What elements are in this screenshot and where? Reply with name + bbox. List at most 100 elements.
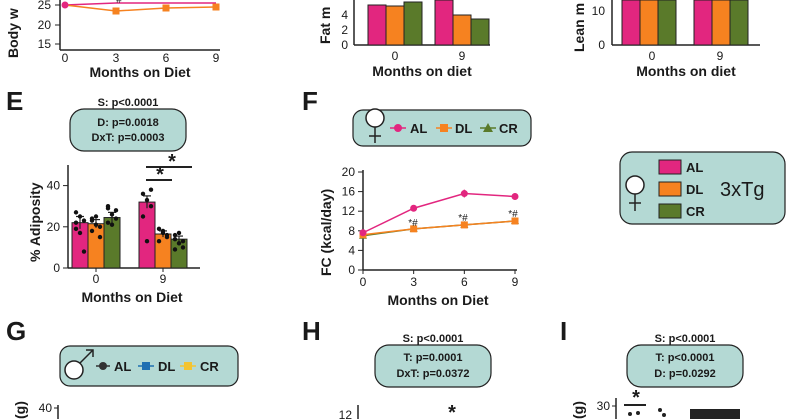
panel-f-ytick-label: 20: [342, 165, 356, 179]
panel-f-ylabel: FC (kcal/day): [318, 189, 334, 276]
panel-f-sig-mark: *#: [408, 218, 418, 229]
panel-i-stat: T: p<0.0001: [655, 352, 714, 364]
panel-f-ytick-label: 0: [348, 263, 355, 277]
panel-e-sig-mark: *: [156, 164, 164, 186]
panel-f-letter: F: [302, 86, 318, 116]
panel-e-xlabel: Months on Diet: [81, 289, 182, 305]
panel-i-letter: I: [560, 316, 567, 346]
legend-swatch-dl: [658, 181, 682, 197]
panel-b-bar: [470, 18, 490, 46]
panel-b-ytick-0: 0: [341, 38, 348, 52]
panel-b-bar: [367, 4, 387, 46]
panel-a-xtick: 0: [62, 51, 69, 65]
panel-f-ytick-label: 4: [348, 243, 355, 257]
panel-a-xlabel: Months on Diet: [89, 64, 190, 80]
panel-e-data-point: [172, 247, 178, 252]
panel-e-data-point: [144, 239, 150, 244]
panel-e-data-point: [93, 214, 99, 219]
panel-a-ylabel: Body w: [5, 8, 21, 58]
panel-e-data-point: [73, 220, 79, 225]
panel-e-sig-mark: *: [168, 151, 176, 173]
panel-c-bar: [729, 0, 749, 46]
panel-e-data-point: [172, 236, 178, 242]
genotype-label: 3xTg: [720, 179, 764, 201]
panel-b-xtick: 0: [392, 49, 399, 63]
panel-g: G AL DL CR (g) 40: [6, 316, 239, 419]
panel-f-point-al: [359, 229, 367, 237]
panel-c-xtick: 9: [717, 49, 724, 63]
panel-a-ytick-15: 15: [38, 37, 52, 51]
panel-f-point-dl: [511, 217, 519, 225]
panel-h-stat: S: p<0.0001: [403, 333, 464, 345]
panel-f-xtick-label: 6: [461, 275, 468, 289]
panel-e-data-point: [97, 224, 103, 229]
panel-f-point-al: [460, 190, 468, 198]
panel-a-xtick: 3: [113, 51, 120, 65]
panel-c-bar: [657, 0, 677, 46]
panel-c-xlabel: Months on diet: [636, 63, 736, 79]
panel-c-ytick-10: 10: [592, 4, 606, 18]
panel-e-data-point: [113, 216, 119, 221]
panel-c-bar: [621, 0, 641, 46]
panel-f-sig-mark: *#: [508, 209, 518, 220]
panel-b-ytick-4: 4: [341, 8, 348, 22]
panel-f-line-al: [362, 192, 516, 234]
panel-c-ytick-0: 0: [598, 38, 605, 52]
panel-e: E S: p<0.0001 D: p=0.0018 DxT: p=0.0003 …: [6, 86, 200, 305]
panel-i-stat: D: p=0.0292: [654, 368, 715, 380]
panel-i-stat: S: p<0.0001: [655, 333, 716, 345]
panel-a-xtick: 9: [213, 51, 220, 65]
panel-b-bar: [452, 14, 472, 46]
svg-text:CR: CR: [499, 121, 518, 136]
panel-a-line-dl: [64, 4, 217, 12]
panel-e-data-point: [97, 234, 103, 240]
panel-b-bar: [403, 1, 423, 46]
panel-i-ytick: 30: [597, 399, 611, 413]
panel-e-stat: DxT: p=0.0003: [91, 132, 164, 144]
panel-e-marks: [71, 187, 188, 269]
panel-e-data-point: [156, 239, 162, 244]
panel-i-stats-box: [626, 344, 744, 388]
panel-h-stats-box: [374, 344, 492, 388]
panel-a-sig-mark: *#: [112, 0, 122, 6]
legend-swatch-al: [658, 159, 682, 175]
panel-e-data-point: [77, 230, 83, 236]
panel-b-xlabel: Months on diet: [372, 63, 472, 79]
panel-e-data-point: [164, 232, 170, 238]
panel-e-data-point: [172, 232, 178, 238]
panel-e-ytick-label: 20: [47, 220, 61, 234]
panel-h-sig-mark: *: [448, 402, 456, 419]
svg-text:DL: DL: [158, 359, 175, 374]
panel-e-data-point: [89, 228, 95, 234]
panel-e-data-point: [105, 220, 111, 225]
panel-e-data-point: [148, 187, 154, 192]
panel-f-marks: [359, 189, 519, 239]
panel-i-partial-dots: [628, 408, 740, 419]
panel-e-data-point: [105, 204, 111, 209]
panel-f-xlabel: Months on Diet: [387, 292, 488, 308]
panel-e-data-point: [81, 249, 87, 254]
panel-e-data-point: [89, 218, 95, 223]
panel-f-ytick-label: 16: [342, 185, 356, 199]
panel-b-xtick: 9: [459, 49, 466, 63]
legend-label-al: AL: [686, 160, 703, 175]
panel-f-xtick-label: 0: [360, 275, 367, 289]
panel-f-line-dl: [362, 220, 516, 236]
panel-f-xtick-label: 3: [410, 275, 417, 289]
panel-e-ylabel: % Adiposity: [27, 182, 43, 262]
panel-h-stat: DxT: p=0.0372: [396, 368, 469, 380]
panel-a-xtick: 6: [163, 51, 170, 65]
panel-e-ytick-label: 0: [53, 261, 60, 275]
panel-e-letter: E: [6, 86, 23, 116]
panel-f: F AL DL CR FC (kcal/day) 0 4 8 12 16 20 0 3 6 9 *…: [302, 86, 532, 308]
panel-i-sig-mark: *: [632, 387, 640, 409]
panel-a-partial: Body w 25 20 15 *# 0 3 6 9 Months on Die…: [5, 0, 220, 80]
male-symbol-icon: [64, 349, 94, 380]
panel-e-stat: S: p<0.0001: [98, 97, 159, 109]
legend-item-al: AL: [390, 121, 427, 136]
legend-label-cr: CR: [686, 204, 705, 219]
panel-b-bar: [385, 5, 405, 46]
legend-item-dl: DL: [436, 121, 472, 136]
svg-text:DL: DL: [455, 121, 472, 136]
